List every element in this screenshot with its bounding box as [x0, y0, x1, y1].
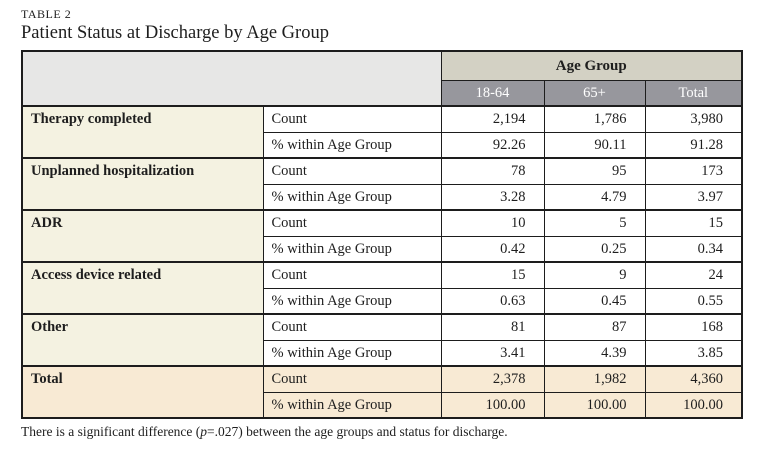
header-row-age-group: Age Group: [21, 50, 743, 107]
footnote-text-suffix: =.027) between the age groups and status…: [207, 424, 508, 440]
table-row-total: Total Count 2,378 1,982 4,360: [21, 365, 743, 419]
value-cell: 4.79: [543, 183, 646, 211]
value-cell: 24: [644, 261, 743, 289]
table-row: Unplanned hospitalization Count 78 95 17…: [21, 157, 743, 211]
value-cell: 4.39: [543, 339, 646, 367]
value-cell: 100.00: [440, 391, 545, 419]
measure-label-count: Count: [262, 157, 442, 185]
value-cell: 9: [543, 261, 646, 289]
group-label-therapy-completed: Therapy completed: [21, 105, 264, 159]
measure-label-count: Count: [262, 313, 442, 341]
value-cell: 0.34: [644, 235, 743, 263]
value-cell: 78: [440, 157, 545, 185]
measure-label-count: Count: [262, 365, 442, 393]
group-label-total: Total: [21, 365, 264, 419]
value-cell: 173: [644, 157, 743, 185]
table-row: % within Age Group 92.26 90.11 91.28: [22, 131, 743, 159]
significance-footnote: There is a significant difference (p=.02…: [21, 423, 741, 441]
value-cell: 90.11: [543, 131, 646, 159]
value-cell: 100.00: [543, 391, 646, 419]
measure-label-pct: % within Age Group: [262, 183, 442, 211]
col-header-18-64: 18-64: [440, 79, 545, 108]
measure-label-count: Count: [262, 105, 442, 133]
group-label-other: Other: [21, 313, 264, 367]
footnote-text-prefix: There is a significant difference (: [21, 424, 201, 440]
value-cell: 2,378: [440, 365, 545, 393]
table-row: Other Count 81 87 168: [21, 313, 743, 367]
value-cell: 10: [440, 209, 545, 237]
value-cell: 0.42: [440, 235, 545, 263]
measure-label-pct: % within Age Group: [262, 287, 442, 315]
measure-label-count: Count: [262, 209, 442, 237]
age-group-header: Age Group: [440, 50, 743, 81]
measure-label-pct: % within Age Group: [262, 235, 442, 263]
header-row-columns: 18-64 65+ Total: [22, 79, 743, 108]
table-row: Access device related Count 15 9 24: [21, 261, 743, 315]
value-cell: 87: [543, 313, 646, 341]
table-row: % within Age Group 0.42 0.25 0.34: [22, 235, 743, 263]
discharge-status-table: Age Group 18-64 65+ Total Therapy comple…: [21, 50, 744, 420]
value-cell: 92.26: [440, 131, 545, 159]
value-cell: 168: [644, 313, 743, 341]
col-header-total: Total: [644, 79, 743, 108]
table-row: % within Age Group 3.41 4.39 3.85: [22, 339, 743, 367]
col-header-65-plus: 65+: [543, 79, 646, 108]
group-label-adr: ADR: [21, 209, 264, 263]
value-cell: 0.45: [543, 287, 646, 315]
table-number-label: TABLE 2: [21, 7, 72, 21]
group-label-access-device-related: Access device related: [21, 261, 264, 315]
measure-label-count: Count: [262, 261, 442, 289]
value-cell: 3,980: [644, 105, 743, 133]
value-cell: 5: [543, 209, 646, 237]
value-cell: 3.85: [644, 339, 743, 367]
empty-header-cell: [21, 50, 442, 107]
value-cell: 2,194: [440, 105, 545, 133]
value-cell: 1,982: [543, 365, 646, 393]
table-title: Patient Status at Discharge by Age Group: [21, 23, 329, 44]
measure-label-pct: % within Age Group: [262, 131, 442, 159]
value-cell: 0.55: [644, 287, 743, 315]
table-row: ADR Count 10 5 15: [21, 209, 743, 263]
value-cell: 4,360: [644, 365, 743, 393]
group-label-unplanned-hospitalization: Unplanned hospitalization: [21, 157, 264, 211]
value-cell: 3.97: [644, 183, 743, 211]
value-cell: 91.28: [644, 131, 743, 159]
table-row: % within Age Group 3.28 4.79 3.97: [22, 183, 743, 211]
value-cell: 0.63: [440, 287, 545, 315]
value-cell: 100.00: [644, 391, 743, 419]
footnote-p-symbol: p: [200, 424, 208, 440]
value-cell: 95: [543, 157, 646, 185]
value-cell: 15: [644, 209, 743, 237]
value-cell: 3.28: [440, 183, 545, 211]
value-cell: 0.25: [543, 235, 646, 263]
value-cell: 15: [440, 261, 545, 289]
table-row-total: % within Age Group 100.00 100.00 100.00: [22, 391, 743, 419]
value-cell: 3.41: [440, 339, 545, 367]
table-row: % within Age Group 0.63 0.45 0.55: [22, 287, 743, 315]
table-row: Therapy completed Count 2,194 1,786 3,98…: [21, 105, 743, 159]
value-cell: 1,786: [543, 105, 646, 133]
measure-label-pct: % within Age Group: [262, 339, 442, 367]
value-cell: 81: [440, 313, 545, 341]
measure-label-pct: % within Age Group: [262, 391, 442, 419]
